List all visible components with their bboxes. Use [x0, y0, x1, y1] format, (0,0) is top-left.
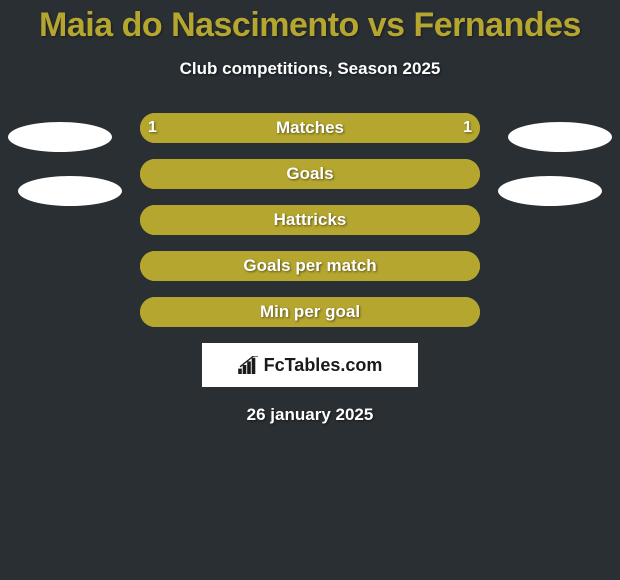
bar-right-fill [310, 159, 480, 189]
bar-left-fill [140, 205, 310, 235]
bar-right-fill [310, 205, 480, 235]
bar-track [140, 297, 480, 327]
subtitle: Club competitions, Season 2025 [0, 59, 620, 79]
bar-left-fill [140, 159, 310, 189]
bar-left-fill [140, 297, 310, 327]
player-ellipse [18, 176, 122, 206]
logo-text: FcTables.com [264, 355, 383, 376]
page-title: Maia do Nascimento vs Fernandes [0, 0, 620, 45]
bar-right-fill [310, 113, 480, 143]
stat-row: Goals per match [0, 251, 620, 281]
logo-box: FcTables.com [202, 343, 418, 387]
bar-track [140, 251, 480, 281]
bar-track [140, 113, 480, 143]
player-ellipse [8, 122, 112, 152]
player-ellipse [498, 176, 602, 206]
bar-left-fill [140, 113, 310, 143]
bar-track [140, 159, 480, 189]
bars-icon [238, 356, 260, 374]
player-ellipse [508, 122, 612, 152]
stat-row: Hattricks [0, 205, 620, 235]
bar-right-fill [310, 251, 480, 281]
bar-left-fill [140, 251, 310, 281]
bar-right-fill [310, 297, 480, 327]
stat-value-right: 1 [463, 113, 472, 143]
stat-row: Min per goal [0, 297, 620, 327]
date-line: 26 january 2025 [0, 405, 620, 425]
stat-value-left: 1 [148, 113, 157, 143]
logo: FcTables.com [238, 355, 383, 376]
bar-track [140, 205, 480, 235]
